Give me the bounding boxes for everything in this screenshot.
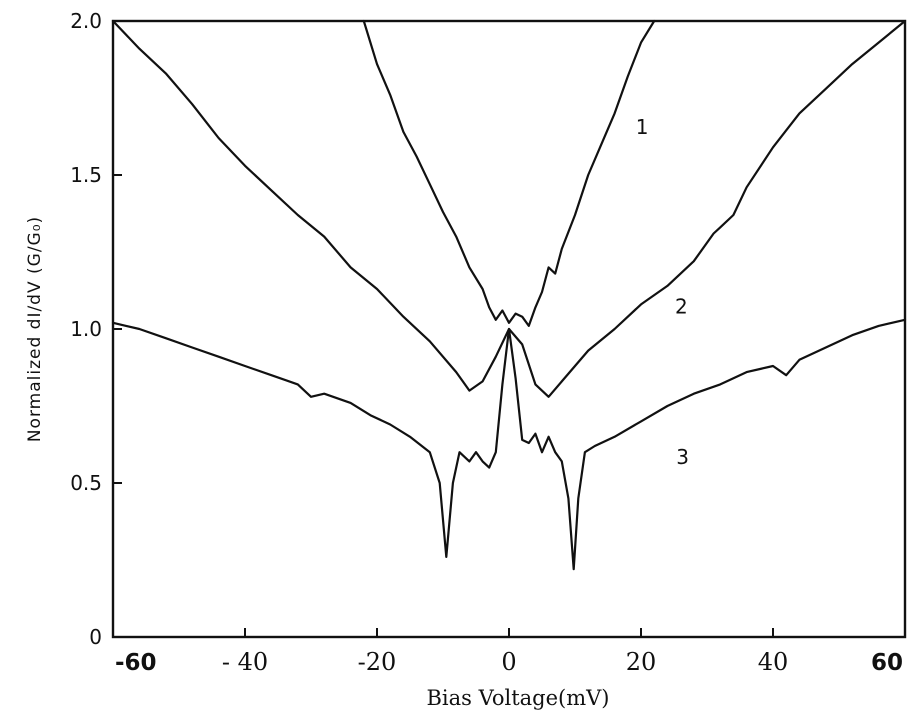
y-tick-label: 0 — [89, 625, 102, 649]
x-tick-label: - 40 — [222, 648, 268, 676]
y-axis-title: Normalized dI/dV (G/G₀) — [25, 216, 45, 442]
curve-label-1: 1 — [636, 115, 649, 139]
curve-1 — [362, 19, 656, 327]
y-tick-label: 0.5 — [70, 471, 102, 495]
curve-label-2: 2 — [675, 294, 688, 318]
y-tick-label: 1.0 — [70, 317, 102, 341]
x-tick-label: -60 — [115, 650, 157, 676]
y-tick-label: 1.5 — [70, 163, 102, 187]
x-tick-label: 0 — [501, 648, 516, 676]
y-tick-label: 2.0 — [70, 9, 102, 33]
curve-label-3: 3 — [676, 445, 689, 469]
curve-3 — [111, 318, 907, 571]
x-tick-label: -20 — [358, 648, 397, 676]
x-tick-label: 20 — [626, 648, 657, 676]
curve-2 — [111, 19, 907, 398]
axis-tick-labels: -60 - 40 -20 0 20 40 60 0 0.5 1.0 1.5 2.0 — [70, 9, 903, 676]
x-tick-label: 60 — [871, 650, 903, 676]
curve-labels: 1 2 3 — [636, 115, 689, 469]
curves — [111, 19, 907, 571]
x-tick-label: 40 — [758, 648, 789, 676]
x-axis-title: Bias Voltage(mV) — [426, 686, 609, 710]
